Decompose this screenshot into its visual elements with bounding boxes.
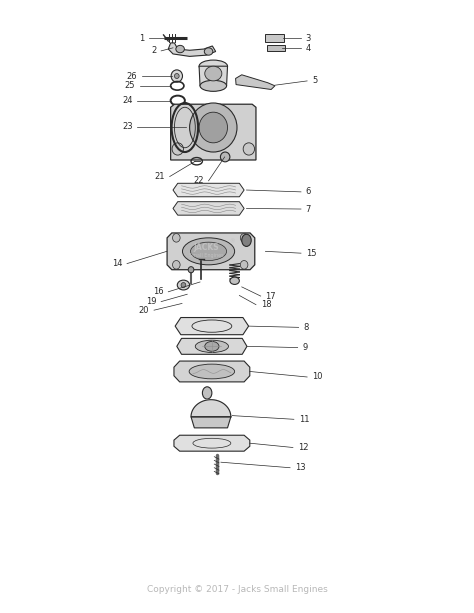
Ellipse shape [243, 143, 255, 155]
Polygon shape [174, 361, 250, 382]
Ellipse shape [240, 261, 248, 269]
Bar [265, 34, 284, 42]
Ellipse shape [173, 234, 180, 242]
Text: 4: 4 [306, 44, 311, 53]
Ellipse shape [199, 112, 228, 143]
Text: 23: 23 [122, 123, 133, 131]
Polygon shape [177, 338, 247, 354]
Text: 22: 22 [193, 177, 204, 185]
Ellipse shape [242, 234, 251, 246]
Text: 26: 26 [127, 72, 137, 80]
Ellipse shape [230, 277, 239, 284]
Polygon shape [168, 43, 216, 56]
Ellipse shape [204, 48, 213, 55]
Polygon shape [171, 104, 256, 160]
Ellipse shape [176, 45, 184, 53]
Text: 18: 18 [261, 300, 271, 309]
Text: 3: 3 [306, 34, 311, 42]
Ellipse shape [190, 103, 237, 152]
Bar [267, 45, 285, 51]
Ellipse shape [191, 242, 227, 261]
Text: ®: ® [229, 239, 235, 244]
Ellipse shape [240, 234, 248, 242]
Ellipse shape [171, 70, 182, 82]
Text: 24: 24 [122, 96, 133, 105]
Ellipse shape [200, 80, 227, 91]
Text: 11: 11 [299, 415, 309, 424]
Polygon shape [236, 75, 275, 89]
Text: 8: 8 [303, 323, 309, 332]
Ellipse shape [199, 60, 228, 72]
Text: 5: 5 [312, 77, 317, 85]
Text: 17: 17 [265, 292, 276, 300]
Ellipse shape [173, 261, 180, 269]
Polygon shape [191, 400, 231, 417]
Text: 7: 7 [306, 205, 311, 213]
Text: Copyright © 2017 - Jacks Small Engines: Copyright © 2017 - Jacks Small Engines [146, 585, 328, 594]
Text: 14: 14 [112, 259, 122, 268]
Polygon shape [199, 66, 228, 86]
Text: 19: 19 [146, 297, 156, 306]
Text: 6: 6 [306, 188, 311, 196]
Ellipse shape [205, 66, 222, 81]
Text: 20: 20 [139, 306, 149, 314]
Polygon shape [174, 435, 250, 451]
Text: JACKS: JACKS [193, 243, 219, 252]
Ellipse shape [202, 387, 212, 399]
Polygon shape [173, 183, 244, 197]
Ellipse shape [181, 283, 186, 287]
Ellipse shape [177, 280, 190, 290]
Polygon shape [173, 202, 244, 215]
Text: 1: 1 [139, 34, 145, 42]
Text: 9: 9 [302, 343, 308, 352]
Polygon shape [175, 318, 248, 335]
Text: 21: 21 [155, 172, 165, 181]
Ellipse shape [174, 74, 179, 78]
Text: 12: 12 [298, 443, 308, 452]
Polygon shape [191, 417, 231, 428]
Ellipse shape [195, 340, 228, 352]
Text: 10: 10 [312, 373, 322, 381]
Text: 16: 16 [153, 287, 164, 296]
Text: Small Engines: Small Engines [189, 253, 224, 257]
Text: 2: 2 [151, 47, 156, 55]
Ellipse shape [220, 152, 230, 162]
Ellipse shape [188, 267, 194, 273]
Text: 13: 13 [295, 463, 305, 472]
Ellipse shape [172, 143, 183, 155]
Text: 25: 25 [125, 82, 135, 90]
Ellipse shape [182, 238, 235, 265]
Text: 15: 15 [306, 249, 316, 257]
Polygon shape [167, 233, 255, 270]
Ellipse shape [205, 341, 219, 351]
Ellipse shape [189, 364, 235, 379]
